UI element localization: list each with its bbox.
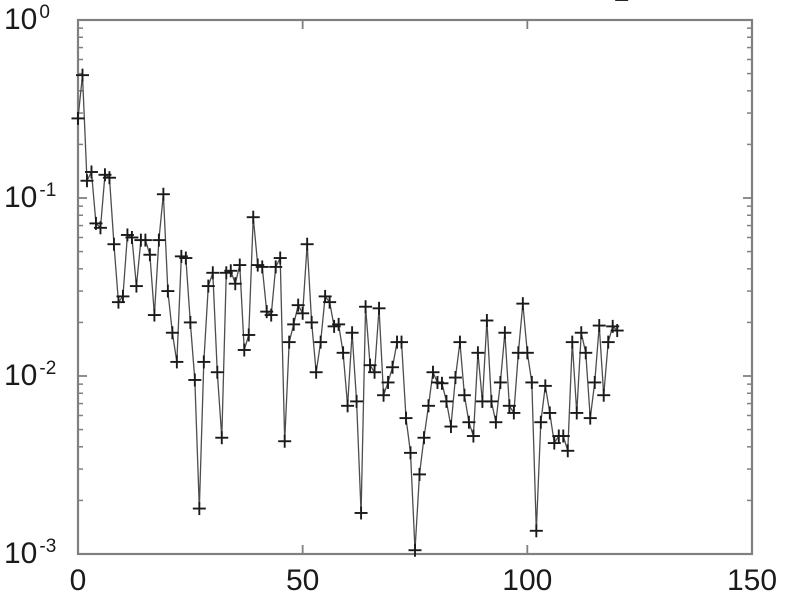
y-tick-mantissa-2: 10 (4, 359, 38, 392)
y-tick-label-2: 10 -2 (4, 359, 56, 393)
y-tick-label-0: 10 0 (4, 3, 50, 37)
x-tick-label-0: 0 (69, 564, 87, 597)
data-markers-spectrum (71, 0, 629, 557)
data-line-spectrum (77, 74, 618, 551)
y-tick-exponent-1: -1 (39, 180, 57, 201)
minor-tick-marks (78, 27, 752, 502)
y-tick-exponent-3: -3 (39, 536, 57, 557)
y-tick-mantissa-0: 10 (4, 3, 38, 36)
y-tick-label-1: 10 -1 (4, 181, 56, 215)
x-tick-label-3: 150 (726, 564, 778, 597)
y-tick-mantissa-3: 10 (4, 537, 38, 570)
y-tick-exponent-2: -2 (39, 358, 57, 379)
y-tick-exponent-0: 0 (39, 2, 50, 23)
x-tick-label-1: 50 (285, 564, 320, 597)
y-tick-mantissa-1: 10 (4, 181, 38, 214)
x-tick-label-2: 100 (502, 564, 553, 597)
y-tick-label-3: 10 -3 (4, 537, 56, 571)
major-tick-marks (77, 19, 753, 555)
